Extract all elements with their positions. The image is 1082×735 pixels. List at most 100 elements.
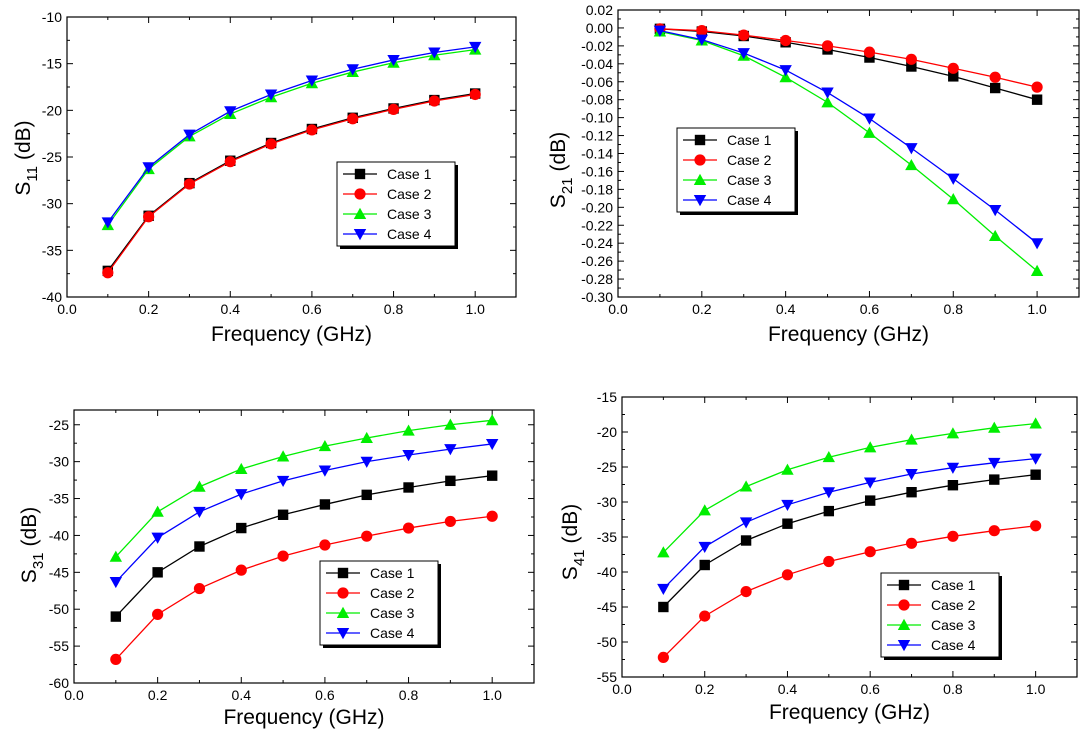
legend-marker-case-2 [354, 188, 366, 200]
data-point-case-1 [277, 509, 289, 520]
y-tick-label: -15 [42, 56, 62, 72]
data-point-case-3 [402, 424, 415, 436]
series-line-case-4 [662, 457, 1036, 590]
y-axis-title: S11 (dB) [12, 120, 41, 195]
data-point-case-4 [485, 438, 499, 451]
data-point-case-1 [1031, 94, 1043, 105]
chart-s41: 0.0 0.2 0.4 0.6 0.8 1.0 -55 -50 -45 -40 -35 -30 -25 -… [559, 389, 1078, 724]
data-point-case-1 [361, 489, 372, 501]
data-point-case-1 [947, 480, 959, 491]
x-tick-label: 1.0 [482, 687, 502, 703]
chart-panel-s11: 0.0 0.2 0.4 0.6 0.8 1.0 -40 -35 -30 -25 -20 -15 -10 F… [0, 0, 541, 367]
x-tick-label: 0.2 [148, 687, 168, 703]
data-point-case-1 [319, 499, 331, 510]
x-tick-label: 0.4 [232, 687, 252, 703]
series-line-case-3 [107, 49, 476, 226]
legend-label-case-1: Case 1 [370, 565, 415, 581]
data-point-case-4 [988, 457, 1001, 469]
y-tick-label: -30 [597, 494, 617, 510]
data-point-case-3 [779, 71, 792, 83]
y-tick-label: -0.24 [581, 235, 613, 251]
y-axis-title: S41 (dB) [559, 504, 588, 580]
data-point-case-4 [428, 47, 441, 59]
y-tick-label: -35 [42, 242, 62, 258]
y-tick-label: -30 [49, 454, 69, 470]
data-point-case-3 [1029, 417, 1042, 429]
y-tick-label: -60 [49, 675, 69, 691]
series-line-case-1 [662, 474, 1036, 608]
x-tick-label: 0.0 [612, 681, 632, 697]
series-line-case-2 [115, 515, 493, 660]
y-tick-label: -0.30 [581, 289, 613, 305]
legend-label-case-2: Case 2 [931, 597, 976, 613]
legend-marker-case-3 [693, 173, 707, 185]
data-point-case-2 [738, 29, 750, 41]
data-point-case-2 [143, 211, 155, 223]
legend-label-case-3: Case 3 [931, 617, 976, 633]
legend-marker-case-2 [694, 154, 706, 166]
data-point-case-3 [485, 414, 499, 426]
chart-s21: 0.0 0.2 0.4 0.6 0.8 1.0 -0.30 -0.28 -0.26 -0.24 -0… [547, 2, 1080, 346]
x-tick-label: 0.2 [692, 301, 712, 317]
y-tick-label: -25 [49, 417, 69, 433]
data-point-case-4 [863, 113, 876, 125]
legend-label-case-1: Case 1 [387, 166, 432, 182]
x-tick-label: 1.0 [1027, 301, 1047, 317]
y-tick-label: -0.20 [581, 199, 613, 215]
x-tick-label: 0.0 [64, 687, 84, 703]
x-tick-label: 0.6 [860, 681, 880, 697]
data-point-case-3 [863, 441, 877, 453]
y-tick-label: -0.14 [581, 146, 613, 162]
x-tick-label: 0.0 [608, 301, 628, 317]
data-point-case-1 [445, 475, 456, 487]
y-axis-title-subscript: 31 [30, 552, 47, 569]
legend-marker-case-1 [694, 134, 706, 146]
y-axis-title: S31 (dB) [18, 507, 47, 583]
x-tick-label: 0.8 [943, 681, 963, 697]
y-tick-label: -0.18 [581, 181, 613, 197]
data-point-case-4 [318, 465, 332, 477]
series-line-case-4 [659, 29, 1038, 244]
data-point-case-2 [821, 40, 834, 52]
data-point-case-1 [782, 518, 793, 529]
x-tick-label: 0.8 [944, 301, 964, 317]
data-point-case-4 [151, 532, 164, 544]
data-point-case-4 [444, 444, 457, 456]
data-point-case-2 [781, 569, 794, 581]
data-point-case-1 [403, 482, 414, 493]
data-point-case-3 [988, 229, 1002, 241]
x-tick-label: 0.0 [57, 301, 77, 317]
chart-s11: 0.0 0.2 0.4 0.6 0.8 1.0 -40 -35 -30 -25 -20 -15 -10 F… [12, 9, 517, 346]
y-tick-label: -40 [49, 527, 69, 543]
series-line-case-1 [115, 475, 493, 618]
chart-panel-s21: 0.0 0.2 0.4 0.6 0.8 1.0 -0.30 -0.28 -0.26 -0.24 -0… [541, 0, 1082, 367]
data-point-case-4 [698, 541, 711, 553]
chart-panel-s41: 0.0 0.2 0.4 0.6 0.8 1.0 -55 -50 -45 -40 -35 -30 -25 -… [541, 367, 1082, 735]
data-point-case-4 [468, 41, 482, 54]
x-tick-label: 0.4 [778, 681, 798, 697]
data-point-case-4 [109, 576, 123, 589]
y-axis-title-unit: (dB) [547, 132, 570, 172]
legend-marker-case-2 [898, 599, 910, 611]
data-point-case-1 [236, 522, 247, 534]
data-point-case-4 [905, 143, 918, 155]
data-point-case-4 [346, 64, 359, 76]
data-point-case-4 [695, 34, 709, 46]
series-line-case-3 [659, 30, 1038, 272]
data-point-case-2 [361, 530, 373, 542]
data-point-case-1 [823, 505, 835, 517]
data-point-case-3 [657, 546, 670, 558]
data-point-case-2 [989, 71, 1001, 83]
y-tick-label: -0.12 [581, 128, 613, 144]
series-line-case-2 [659, 28, 1038, 88]
data-point-case-3 [946, 427, 960, 439]
legend-marker-case-4 [693, 195, 707, 207]
data-point-case-2 [428, 95, 440, 107]
data-point-case-4 [739, 517, 753, 529]
data-point-case-4 [387, 54, 400, 67]
y-tick-label: -45 [597, 599, 617, 615]
y-tick-label: 0.02 [586, 2, 613, 18]
data-point-case-2 [224, 156, 236, 168]
legend-label-case-3: Case 3 [727, 172, 772, 188]
y-tick-label: -10 [42, 9, 62, 25]
